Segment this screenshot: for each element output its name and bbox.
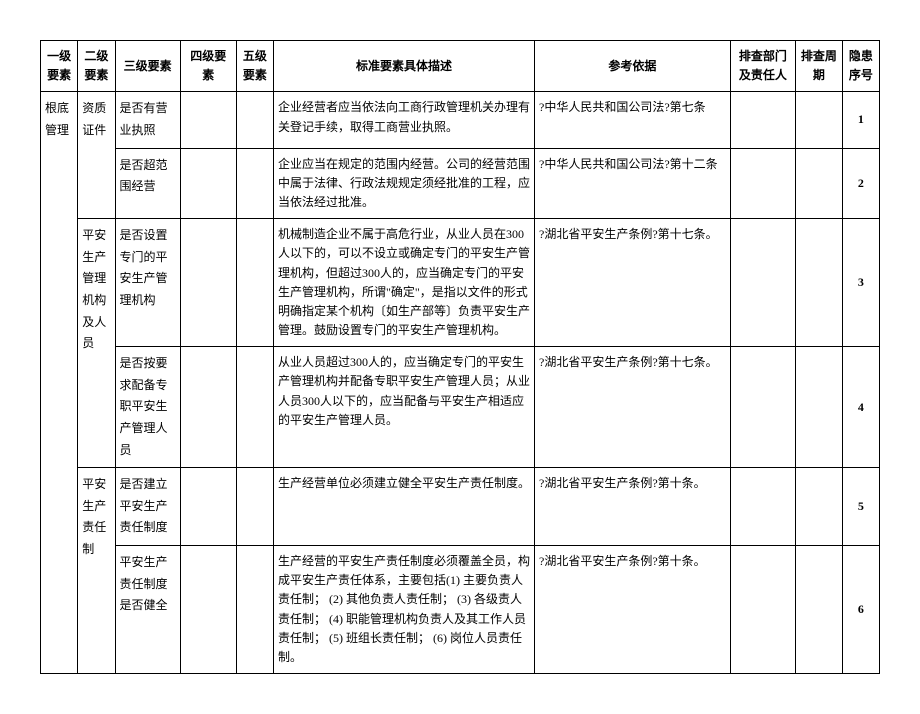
cell-ref: ?湖北省平安生产条例?第十条。 [535, 468, 731, 546]
table-row: 平安生产管理机构及人员 是否设置专门的平安生产管理机构 机械制造企业不属于高危行… [41, 219, 880, 347]
cell-ref: ?中华人民共和国公司法?第七条 [535, 92, 731, 148]
cell-dept [730, 468, 795, 546]
header-ref: 参考依据 [535, 41, 731, 92]
cell-cycle [796, 546, 843, 674]
cell-ref: ?湖北省平安生产条例?第十七条。 [535, 347, 731, 468]
table-row: 平安生产责任制度是否健全 生产经营的平安生产责任制度必须覆盖全员，构成平安生产责… [41, 546, 880, 674]
header-desc: 标准要素具体描述 [273, 41, 534, 92]
header-l2: 二级要素 [78, 41, 115, 92]
cell-num: 6 [842, 546, 879, 674]
cell-l4 [180, 347, 236, 468]
cell-l5 [236, 347, 273, 468]
cell-desc: 机械制造企业不属于高危行业，从业人员在300人以下的，可以不设立或确定专门的平安… [273, 219, 534, 347]
cell-desc: 生产经营的平安生产责任制度必须覆盖全员，构成平安生产责任体系，主要包括(1) 主… [273, 546, 534, 674]
cell-l4 [180, 148, 236, 219]
cell-l5 [236, 468, 273, 546]
cell-desc: 生产经营单位必须建立健全平安生产责任制度。 [273, 468, 534, 546]
header-l1: 一级要素 [41, 41, 78, 92]
cell-num: 4 [842, 347, 879, 468]
cell-l3: 平安生产责任制度是否健全 [115, 546, 180, 674]
cell-num: 5 [842, 468, 879, 546]
table-row: 平安生产责任制 是否建立平安生产责任制度 生产经营单位必须建立健全平安生产责任制… [41, 468, 880, 546]
cell-num: 1 [842, 92, 879, 148]
cell-l3: 是否建立平安生产责任制度 [115, 468, 180, 546]
table-row: 是否按要求配备专职平安生产管理人员 从业人员超过300人的，应当确定专门的平安生… [41, 347, 880, 468]
cell-l5 [236, 148, 273, 219]
cell-l4 [180, 92, 236, 148]
cell-num: 3 [842, 219, 879, 347]
header-l4: 四级要素 [180, 41, 236, 92]
cell-cycle [796, 468, 843, 546]
table-header-row: 一级要素 二级要素 三级要素 四级要素 五级要素 标准要素具体描述 参考依据 排… [41, 41, 880, 92]
cell-dept [730, 546, 795, 674]
cell-ref: ?湖北省平安生产条例?第十七条。 [535, 219, 731, 347]
cell-l4 [180, 546, 236, 674]
cell-ref: ?中华人民共和国公司法?第十二条 [535, 148, 731, 219]
header-l3: 三级要素 [115, 41, 180, 92]
cell-l5 [236, 219, 273, 347]
header-cycle: 排查周期 [796, 41, 843, 92]
cell-dept [730, 92, 795, 148]
cell-cycle [796, 219, 843, 347]
cell-l2: 平安生产责任制 [78, 468, 115, 674]
table-row: 是否超范围经营 企业应当在规定的范围内经营。公司的经营范围中属于法律、行政法规规… [41, 148, 880, 219]
cell-l3: 是否按要求配备专职平安生产管理人员 [115, 347, 180, 468]
cell-cycle [796, 148, 843, 219]
cell-l2: 平安生产管理机构及人员 [78, 219, 115, 468]
cell-l5 [236, 92, 273, 148]
header-l5: 五级要素 [236, 41, 273, 92]
cell-l5 [236, 546, 273, 674]
cell-l3: 是否超范围经营 [115, 148, 180, 219]
cell-l4 [180, 219, 236, 347]
cell-l2: 资质证件 [78, 92, 115, 219]
header-num: 隐患序号 [842, 41, 879, 92]
cell-ref: ?湖北省平安生产条例?第十条。 [535, 546, 731, 674]
cell-l3: 是否设置专门的平安生产管理机构 [115, 219, 180, 347]
cell-desc: 企业经营者应当依法向工商行政管理机关办理有关登记手续，取得工商营业执照。 [273, 92, 534, 148]
cell-num: 2 [842, 148, 879, 219]
header-dept: 排查部门及责任人 [730, 41, 795, 92]
cell-l4 [180, 468, 236, 546]
cell-cycle [796, 92, 843, 148]
cell-dept [730, 347, 795, 468]
cell-cycle [796, 347, 843, 468]
cell-desc: 从业人员超过300人的，应当确定专门的平安生产管理机构并配备专职平安生产管理人员… [273, 347, 534, 468]
table-row: 根底管理 资质证件 是否有营业执照 企业经营者应当依法向工商行政管理机关办理有关… [41, 92, 880, 148]
cell-dept [730, 219, 795, 347]
requirements-table: 一级要素 二级要素 三级要素 四级要素 五级要素 标准要素具体描述 参考依据 排… [40, 40, 880, 674]
cell-dept [730, 148, 795, 219]
cell-l1: 根底管理 [41, 92, 78, 674]
cell-l3: 是否有营业执照 [115, 92, 180, 148]
cell-desc: 企业应当在规定的范围内经营。公司的经营范围中属于法律、行政法规规定须经批准的工程… [273, 148, 534, 219]
